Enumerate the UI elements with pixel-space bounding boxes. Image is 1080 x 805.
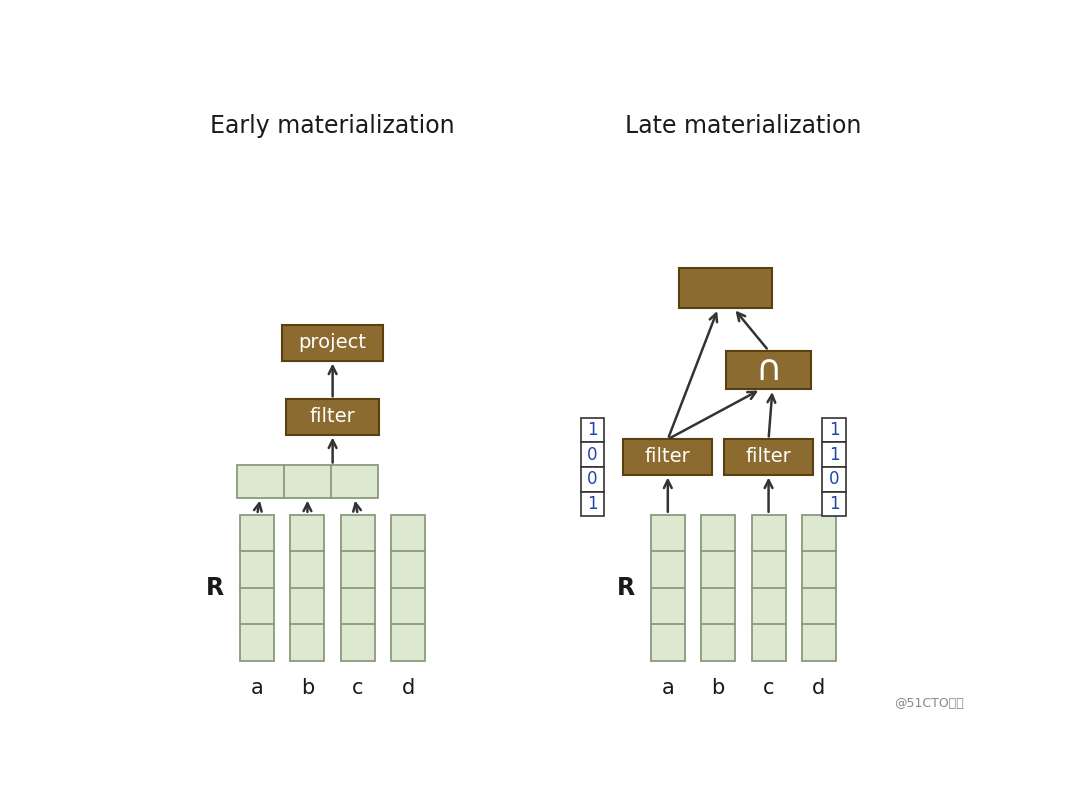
Text: Late materialization: Late materialization — [625, 114, 862, 138]
FancyBboxPatch shape — [581, 492, 604, 516]
FancyBboxPatch shape — [391, 514, 426, 661]
Text: R: R — [617, 576, 635, 600]
Text: 0: 0 — [588, 470, 597, 489]
FancyBboxPatch shape — [801, 514, 836, 661]
Text: Early materialization: Early materialization — [211, 114, 455, 138]
Text: 1: 1 — [828, 495, 839, 513]
Text: d: d — [402, 678, 415, 698]
Text: 1: 1 — [586, 421, 597, 439]
Text: 0: 0 — [588, 446, 597, 464]
Text: project: project — [299, 333, 366, 353]
FancyBboxPatch shape — [581, 418, 604, 442]
FancyBboxPatch shape — [581, 467, 604, 492]
Text: filter: filter — [310, 407, 355, 427]
FancyBboxPatch shape — [291, 514, 324, 661]
FancyBboxPatch shape — [651, 514, 685, 661]
Text: c: c — [352, 678, 364, 698]
FancyBboxPatch shape — [823, 467, 846, 492]
FancyBboxPatch shape — [237, 465, 378, 497]
FancyBboxPatch shape — [679, 268, 772, 308]
Text: 1: 1 — [828, 421, 839, 439]
Text: @51CTO博客: @51CTO博客 — [894, 697, 964, 710]
Text: filter: filter — [745, 448, 792, 466]
Text: a: a — [251, 678, 264, 698]
FancyBboxPatch shape — [724, 440, 813, 475]
FancyBboxPatch shape — [752, 514, 785, 661]
FancyBboxPatch shape — [286, 399, 379, 435]
FancyBboxPatch shape — [823, 418, 846, 442]
Text: c: c — [762, 678, 774, 698]
FancyBboxPatch shape — [581, 442, 604, 467]
Text: 1: 1 — [828, 446, 839, 464]
Text: 0: 0 — [828, 470, 839, 489]
FancyBboxPatch shape — [623, 440, 713, 475]
Text: b: b — [301, 678, 314, 698]
Text: ∩: ∩ — [755, 353, 782, 387]
FancyBboxPatch shape — [823, 492, 846, 516]
FancyBboxPatch shape — [240, 514, 274, 661]
Text: a: a — [661, 678, 674, 698]
FancyBboxPatch shape — [823, 442, 846, 467]
Text: filter: filter — [645, 448, 691, 466]
Text: 1: 1 — [586, 495, 597, 513]
FancyBboxPatch shape — [341, 514, 375, 661]
Text: R: R — [206, 576, 225, 600]
FancyBboxPatch shape — [701, 514, 735, 661]
Text: b: b — [712, 678, 725, 698]
FancyBboxPatch shape — [282, 325, 383, 361]
FancyBboxPatch shape — [726, 351, 811, 389]
Text: d: d — [812, 678, 825, 698]
